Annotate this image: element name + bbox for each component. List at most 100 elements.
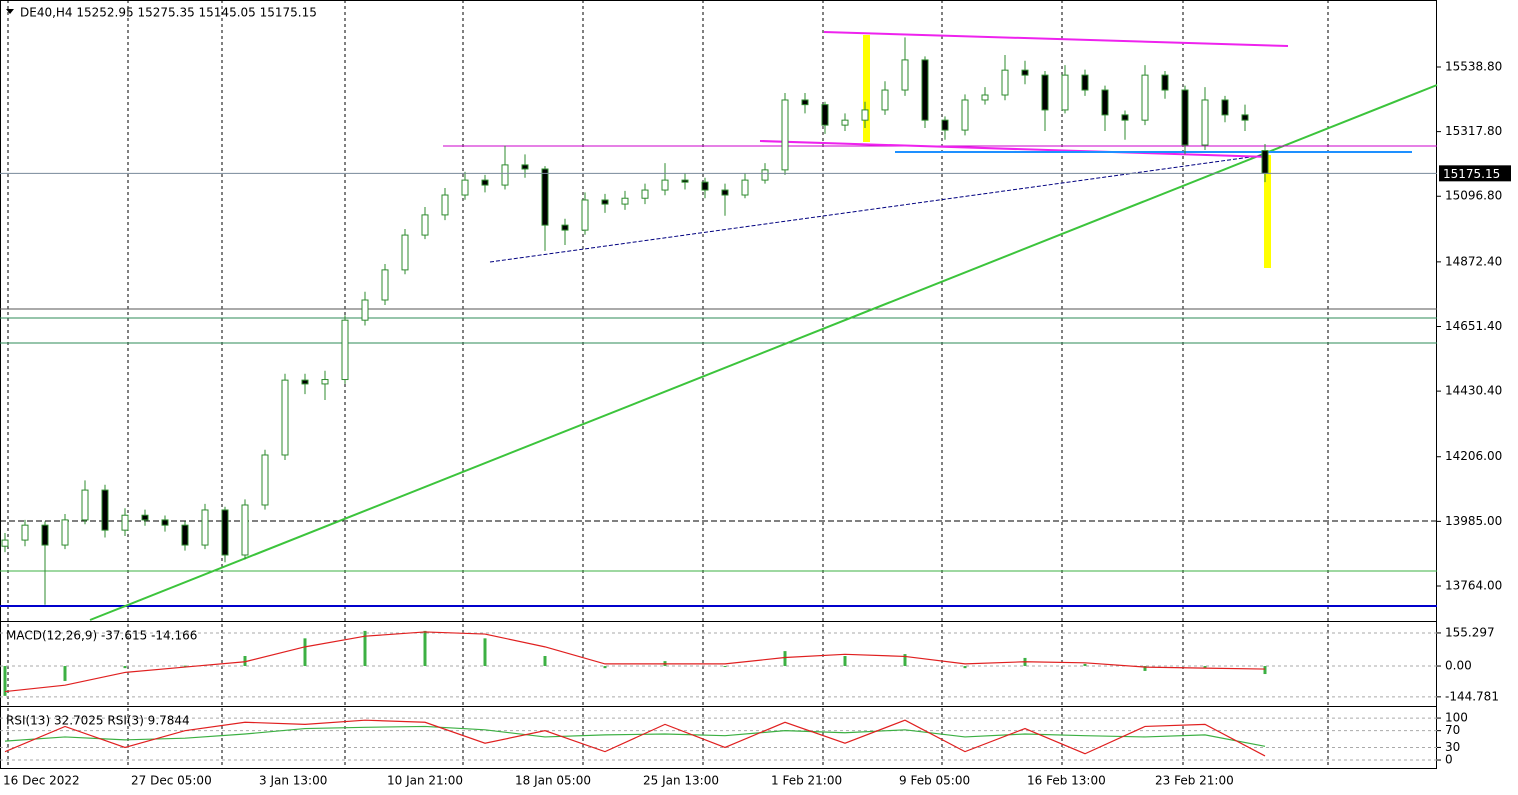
- candle-body: [1261, 150, 1269, 174]
- candle-body: [501, 164, 509, 186]
- candle-body: [41, 524, 49, 546]
- candle-body: [101, 489, 109, 531]
- candle-body: [601, 199, 609, 205]
- candle-body: [561, 224, 569, 231]
- candle-body: [341, 319, 349, 381]
- candle-body: [1101, 89, 1109, 116]
- candle-body: [181, 524, 189, 546]
- rsi-line: [4, 725, 1266, 747]
- x-tick-label: 23 Feb 21:00: [1155, 774, 1234, 788]
- candle-body: [421, 214, 429, 236]
- menu-arrow: [6, 9, 14, 14]
- candle-body: [381, 269, 389, 301]
- y-tick-label: 14430.40: [1445, 384, 1502, 398]
- histogram-bar: [963, 666, 967, 669]
- y-tick-label: 30: [1445, 740, 1460, 754]
- current-price-label: 15175.15: [1443, 167, 1500, 181]
- plot-frame: [0, 0, 1437, 769]
- x-tick-label: 16 Dec 2022: [3, 774, 80, 788]
- time-grid: [7, 0, 1329, 768]
- candle-body: [321, 379, 329, 385]
- trendline: [89, 84, 1438, 621]
- candle-body: [641, 189, 649, 199]
- x-tick-label: 1 Feb 21:00: [771, 774, 842, 788]
- y-tick-label: 15538.80: [1445, 59, 1502, 73]
- candle-body: [1201, 99, 1209, 146]
- trendline: [489, 154, 1266, 263]
- candle-body: [1141, 74, 1149, 121]
- candle-body: [921, 59, 929, 121]
- candle-body: [1181, 89, 1189, 146]
- candle-body: [741, 179, 749, 196]
- histogram-bar: [1083, 663, 1087, 667]
- candle-body: [361, 299, 369, 321]
- candle-body: [221, 509, 229, 556]
- y-tick-label: 13985.00: [1445, 514, 1502, 528]
- signal-line: [4, 631, 1266, 693]
- candle-body: [241, 504, 249, 556]
- y-tick-label: 14872.40: [1445, 254, 1502, 268]
- candle-body: [1121, 114, 1129, 121]
- candle-body: [861, 109, 869, 121]
- candle-body: [621, 197, 629, 205]
- histogram-bar: [603, 666, 607, 669]
- candle-body: [1241, 114, 1249, 121]
- histogram-bar: [543, 656, 547, 667]
- histogram-bar: [123, 666, 127, 669]
- highlight-bar: [1264, 155, 1271, 268]
- channel-line: [823, 31, 1289, 47]
- candle-body: [1061, 74, 1069, 111]
- y-tick-label: 0.00: [1445, 659, 1472, 673]
- candle-body: [941, 119, 949, 131]
- candle-body: [841, 119, 849, 126]
- candle-body: [441, 194, 449, 216]
- panel-title: MACD(12,26,9) -37.615 -14.166: [6, 629, 197, 643]
- y-tick-label: -144.781: [1445, 689, 1499, 703]
- candle-body: [761, 169, 769, 181]
- candle-body: [261, 454, 269, 506]
- y-tick-label: 0: [1445, 753, 1453, 767]
- candle-body: [1081, 74, 1089, 91]
- histogram-bar: [1143, 666, 1147, 671]
- x-tick-label: 3 Jan 13:00: [259, 774, 327, 788]
- current-price-box: [1439, 165, 1511, 182]
- x-tick-label: 27 Dec 05:00: [131, 774, 212, 788]
- panel-title: DE40,H4 15252.95 15275.35 15145.05 15175…: [20, 6, 317, 20]
- rsi-line: [4, 719, 1266, 757]
- candle-body: [141, 514, 149, 521]
- x-tick-label: 16 Feb 13:00: [1027, 774, 1106, 788]
- y-tick-label: 14206.00: [1445, 449, 1502, 463]
- histogram-bar: [183, 665, 187, 667]
- candle-body: [161, 519, 169, 526]
- x-tick-label: 25 Jan 13:00: [643, 774, 719, 788]
- histogram-bar: [1263, 666, 1267, 675]
- candle-body: [121, 514, 129, 531]
- drawn-objects: [0, 31, 1438, 621]
- histogram-bar: [843, 656, 847, 667]
- histogram-bar: [783, 651, 787, 667]
- candle-body: [1021, 69, 1029, 76]
- y-tick-label: 155.297: [1445, 625, 1495, 639]
- candle-body: [821, 104, 829, 126]
- candle-body: [661, 179, 669, 191]
- histogram-bar: [483, 638, 487, 667]
- candle-body: [201, 509, 209, 546]
- y-tick-label: 14651.40: [1445, 319, 1502, 333]
- panel-title: RSI(13) 32.7025 RSI(3) 9.7844: [6, 714, 190, 728]
- y-tick-label: 15317.80: [1445, 124, 1502, 138]
- candle-body: [281, 379, 289, 456]
- y-tick-label: 13764.00: [1445, 578, 1502, 592]
- y-tick-label: 100: [1445, 711, 1468, 725]
- histogram-bar: [363, 630, 367, 667]
- candle-body: [21, 524, 29, 541]
- candle-body: [881, 89, 889, 111]
- candle-body: [61, 519, 69, 546]
- histogram-bar: [423, 630, 427, 667]
- histogram-bar: [903, 654, 907, 667]
- candle-body: [301, 379, 309, 385]
- histogram-bar: [1203, 666, 1207, 669]
- candle-body: [1041, 74, 1049, 111]
- candle-body: [81, 489, 89, 521]
- candle-body: [781, 99, 789, 171]
- x-tick-label: 18 Jan 05:00: [515, 774, 591, 788]
